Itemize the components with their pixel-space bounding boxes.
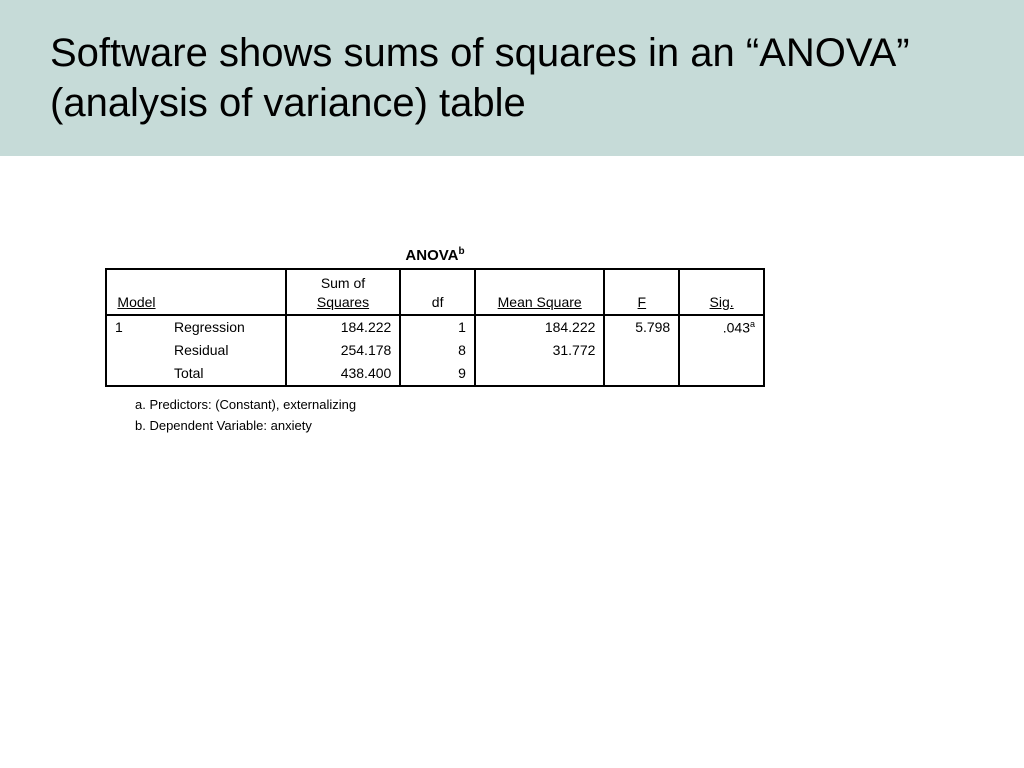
cell-df: 1 [400, 315, 475, 340]
cell-f [604, 362, 679, 386]
anova-block: ANOVAb Model Sum of Squares df Mean Squa… [105, 246, 765, 433]
cell-ss: 438.400 [286, 362, 401, 386]
col-source [166, 269, 286, 315]
title-band: Software shows sums of squares in an “AN… [0, 0, 1024, 156]
anova-table: Model Sum of Squares df Mean Square F Si… [105, 268, 765, 387]
cell-sig-sup: a [750, 319, 755, 329]
table-header-row: Model Sum of Squares df Mean Square F Si… [106, 269, 764, 315]
cell-ss: 184.222 [286, 315, 401, 340]
cell-ms: 31.772 [475, 339, 604, 362]
footnote-a: a. Predictors: (Constant), externalizing [135, 397, 765, 412]
anova-caption-sup: b [458, 246, 464, 257]
cell-source: Total [166, 362, 286, 386]
cell-f [604, 339, 679, 362]
cell-df: 8 [400, 339, 475, 362]
cell-ss: 254.178 [286, 339, 401, 362]
anova-caption-text: ANOVA [405, 247, 458, 264]
cell-source: Regression [166, 315, 286, 340]
slide-title: Software shows sums of squares in an “AN… [50, 28, 974, 128]
footnote-b: b. Dependent Variable: anxiety [135, 418, 765, 433]
col-ss-l2: Squares [317, 294, 369, 310]
col-f: F [604, 269, 679, 315]
col-ss: Sum of Squares [286, 269, 401, 315]
cell-sig [679, 339, 764, 362]
cell-df: 9 [400, 362, 475, 386]
col-sig: Sig. [679, 269, 764, 315]
table-row: Total 438.400 9 [106, 362, 764, 386]
cell-ms: 184.222 [475, 315, 604, 340]
col-model: Model [106, 269, 166, 315]
table-row: 1 Regression 184.222 1 184.222 5.798 .04… [106, 315, 764, 340]
col-ss-l1: Sum of [321, 275, 365, 291]
cell-f: 5.798 [604, 315, 679, 340]
cell-ms [475, 362, 604, 386]
col-ms: Mean Square [475, 269, 604, 315]
cell-sig: .043a [679, 315, 764, 340]
cell-model: 1 [106, 315, 166, 386]
col-df: df [400, 269, 475, 315]
anova-caption: ANOVAb [105, 246, 765, 264]
cell-source: Residual [166, 339, 286, 362]
footnotes: a. Predictors: (Constant), externalizing… [105, 397, 765, 433]
cell-sig [679, 362, 764, 386]
table-row: Residual 254.178 8 31.772 [106, 339, 764, 362]
content-area: ANOVAb Model Sum of Squares df Mean Squa… [0, 156, 1024, 433]
cell-sig-val: .043 [723, 319, 750, 335]
